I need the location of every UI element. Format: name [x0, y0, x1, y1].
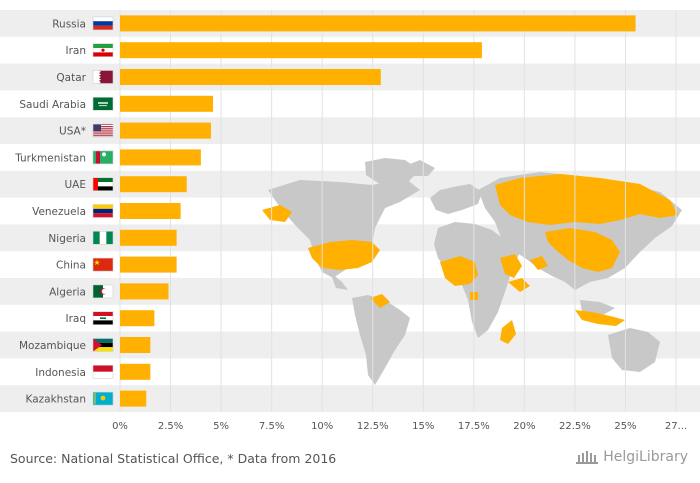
x-tick-label: 5% — [213, 421, 229, 432]
bar — [120, 42, 482, 59]
bar — [120, 95, 214, 112]
kazakhstan-flag-icon — [92, 391, 114, 406]
map-highlight — [440, 256, 478, 286]
map-landmass — [608, 328, 660, 372]
x-tick-label: 25% — [614, 421, 636, 432]
x-tick-label: 7.5% — [259, 421, 284, 432]
x-tick-label: 27... — [665, 421, 687, 432]
category-label: USA* — [59, 126, 86, 138]
bar-chart: Russia Iran Qatar Saudi Arabia USA* Turkmenis… — [0, 10, 700, 432]
uae-flag-icon — [92, 177, 114, 191]
russia-flag-icon — [92, 16, 114, 31]
world-map-icon — [262, 158, 682, 385]
iraq-flag-icon — [92, 311, 114, 326]
category-label: UAE — [64, 179, 86, 191]
map-landmass — [365, 158, 420, 186]
map-highlight — [530, 256, 548, 270]
category-label: Turkmenistan — [14, 152, 86, 164]
iran-flag-icon — [92, 43, 114, 58]
usa-flag-icon — [92, 123, 114, 138]
category-label: Nigeria — [48, 233, 86, 245]
map-landmass — [268, 178, 420, 278]
bar — [120, 149, 201, 166]
bar — [120, 69, 381, 85]
indonesia-flag-icon — [92, 364, 114, 379]
map-landmass — [330, 272, 348, 290]
bar — [120, 310, 155, 327]
x-tick-label: 10% — [311, 421, 333, 432]
library-building-icon — [576, 451, 599, 464]
category-label: Indonesia — [35, 367, 86, 379]
chart: Russia Iran Qatar Saudi Arabia USA* Turkmenis… — [0, 10, 700, 432]
qatar-flag-icon — [92, 70, 114, 84]
turkmenistan-flag-icon — [92, 150, 114, 165]
category-label: Saudi Arabia — [19, 99, 86, 111]
nigeria-flag-icon — [92, 231, 114, 245]
source-note: Source: National Statistical Office, * D… — [10, 451, 337, 466]
bar — [120, 337, 151, 353]
map-landmass — [430, 184, 482, 214]
bar — [120, 283, 169, 300]
x-tick-label: 0% — [112, 421, 128, 432]
category-label: Algeria — [49, 286, 86, 298]
category-label: Iraq — [65, 313, 86, 325]
x-tick-label: 20% — [513, 421, 535, 432]
map-landmass — [434, 222, 520, 338]
bar — [120, 390, 147, 407]
map-highlight — [370, 294, 390, 308]
map-highlight — [495, 174, 678, 225]
bar — [120, 176, 187, 193]
row-band — [0, 117, 700, 144]
bar — [120, 256, 177, 273]
bar — [120, 229, 177, 246]
map-highlight — [575, 310, 625, 326]
china-flag-icon — [92, 257, 114, 272]
algeria-flag-icon — [92, 284, 114, 299]
map-landmass — [352, 295, 410, 385]
row-band — [0, 385, 700, 412]
category-label: Russia — [52, 18, 86, 30]
category-label: Mozambique — [19, 340, 86, 352]
map-highlight — [262, 205, 292, 222]
x-tick-label: 15% — [412, 421, 434, 432]
map-highlight — [500, 254, 522, 278]
x-tick-label: 17.5% — [458, 421, 490, 432]
saudi-arabia-flag-icon — [92, 97, 114, 111]
bar — [120, 363, 151, 380]
category-label: Qatar — [56, 72, 86, 84]
bar — [120, 15, 636, 32]
mozambique-flag-icon — [92, 338, 114, 352]
map-highlight — [308, 240, 380, 270]
x-tick-label: 12.5% — [357, 421, 389, 432]
map-landmass — [400, 160, 435, 176]
category-label: Iran — [65, 45, 86, 57]
bar — [120, 203, 181, 219]
map-highlight — [500, 320, 516, 344]
logo-text: HelgiLibrary — [603, 449, 688, 465]
row-band — [0, 331, 700, 359]
x-tick-label: 22.5% — [559, 421, 591, 432]
bar — [120, 122, 211, 139]
category-label: Kazakhstan — [26, 394, 87, 406]
venezuela-flag-icon — [92, 204, 114, 218]
helgi-library-logo[interactable]: HelgiLibrary — [575, 449, 688, 465]
category-label: Venezuela — [32, 206, 86, 218]
category-label: China — [56, 260, 86, 272]
map-highlight — [545, 228, 620, 272]
x-tick-label: 2.5% — [158, 421, 183, 432]
